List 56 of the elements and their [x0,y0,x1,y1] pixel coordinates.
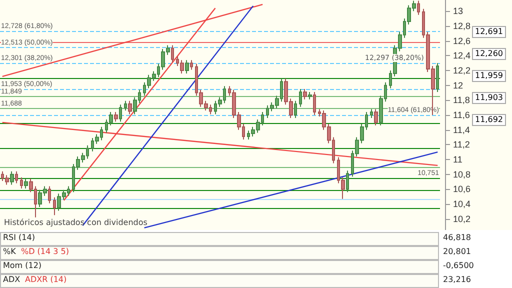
text: 11,692 [472,114,506,126]
candlestick [114,112,118,122]
candlestick [20,176,23,189]
annotation: Históricos ajustados con dividendos [4,218,148,227]
text: 23,216 [443,275,471,284]
text: -0,6500 [443,261,474,270]
text: %K [3,247,16,256]
text: %D (14 3 5) [21,247,69,256]
y-tick-label: 10,6 [453,184,471,194]
y-tick-label: 11 [453,154,462,165]
candlestick [303,88,307,100]
candlestick [313,92,316,116]
candlestick [190,60,193,70]
text: 11,903 [472,92,506,104]
text: Mom (12) [3,261,42,270]
text: RSI (14) [3,233,35,242]
y-tick-label: 10,4 [453,199,471,210]
candlestick [24,178,28,189]
candlestick [299,88,302,108]
candlestick [417,0,420,16]
y-tick-label: 12 [453,80,464,90]
candlestick [294,100,297,118]
y-tick-label: 12,8 [453,20,471,31]
candlestick [15,170,18,184]
y-tick-label: 11,4 [453,124,470,135]
candlestick [10,170,14,186]
candlestick [5,174,9,186]
candlestick [436,62,439,92]
candlestick [370,108,373,118]
candlestick [374,108,378,126]
candlestick [180,60,184,74]
text: 20,801 [443,247,471,256]
y-tick-label: 12,2 [453,65,471,76]
text: 12,260 [472,48,506,60]
text: 12,691 [472,26,506,38]
text: 11,959 [472,70,506,82]
y-tick-label: 12,6 [453,36,471,46]
candlestick [185,60,189,74]
candlestick [171,44,174,63]
text: ADX [3,275,20,284]
candlestick [119,104,122,122]
y-tick-label: 11,8 [453,95,470,106]
y-tick-label: 11,2 [453,140,470,150]
candlestick [128,100,132,115]
candlestick [346,170,349,193]
text: 46,818 [443,233,471,242]
text: ADXR (14) [25,275,67,284]
candlestick [308,92,312,100]
candlestick [53,196,56,216]
y-tick-label: 12,4 [453,50,471,61]
y-tick-label: 10,2 [453,214,471,224]
candlestick [124,100,127,112]
y-tick-label: 13 [453,6,464,16]
candlestick [48,186,51,204]
y-tick-label: 10,8 [453,169,471,180]
y-tick-label: 11,6 [453,110,470,120]
